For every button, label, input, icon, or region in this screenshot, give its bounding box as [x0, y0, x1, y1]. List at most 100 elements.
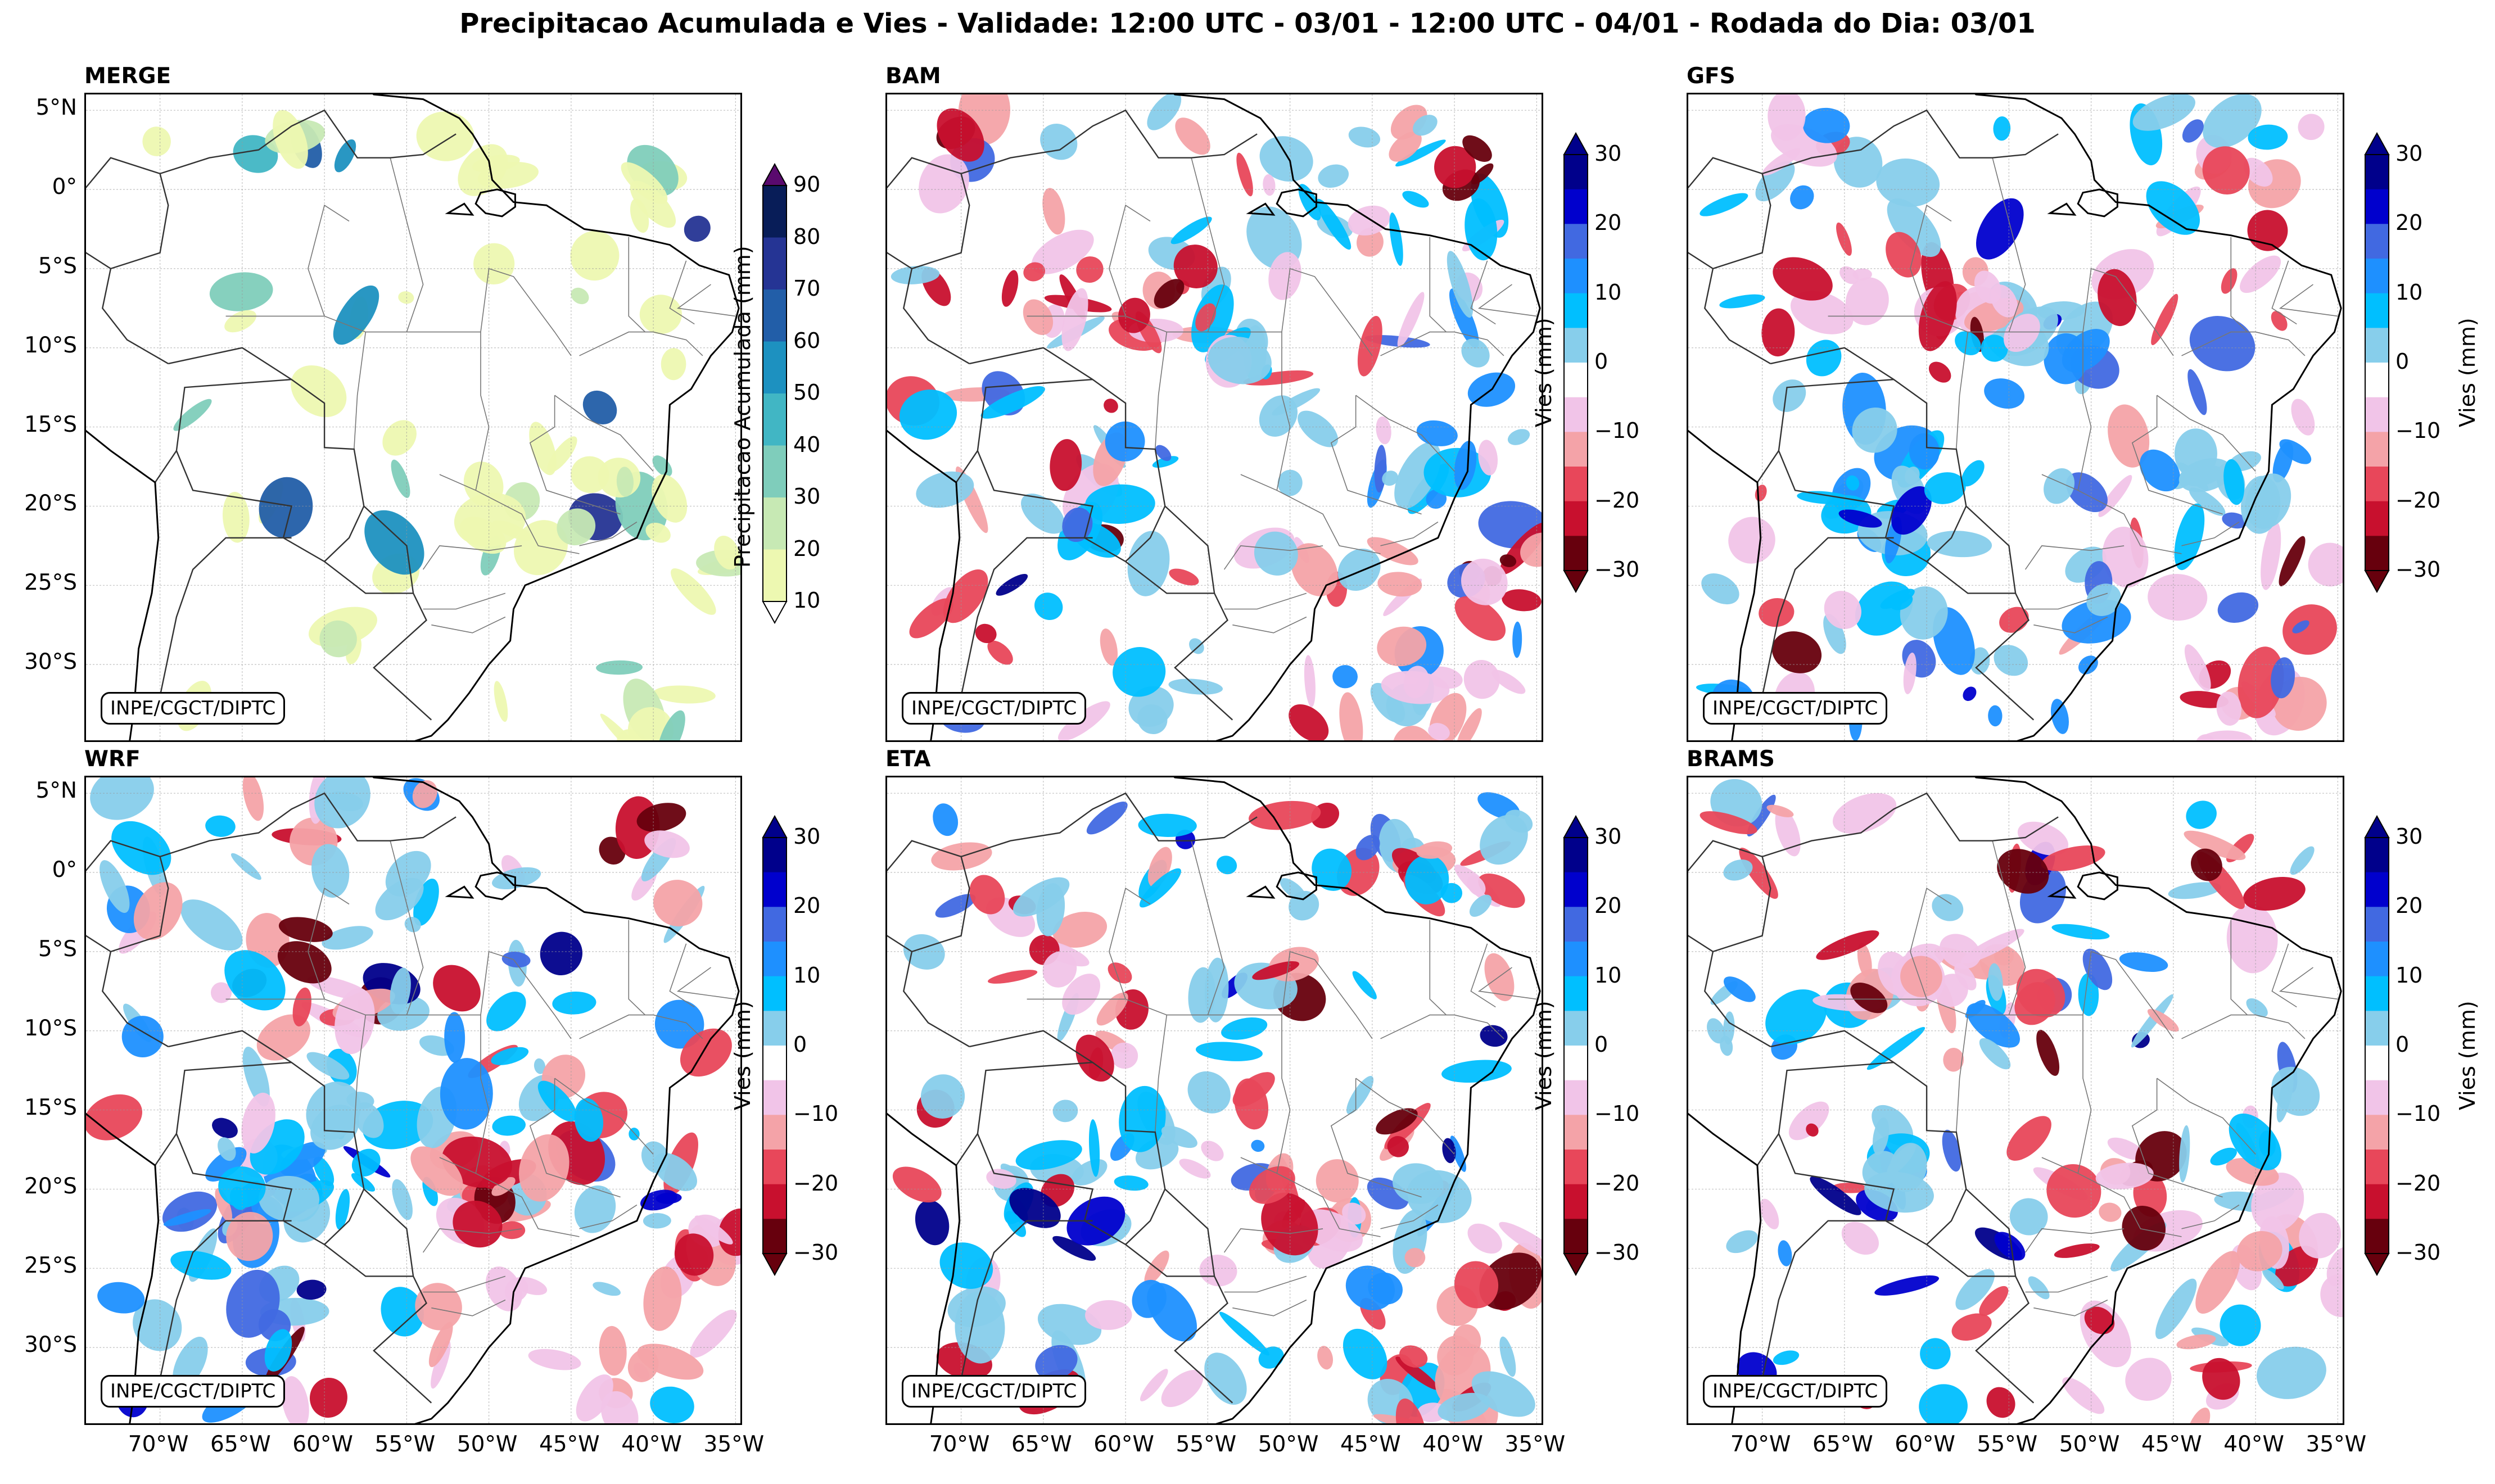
state-border: [1330, 1078, 1422, 1198]
field-cell: [1249, 800, 1321, 830]
map-canvas: [1688, 94, 2343, 740]
coastline-west: [887, 429, 961, 740]
lon-tick-label: 55°W: [1176, 1432, 1237, 1457]
field-cell: [1719, 294, 1765, 309]
field-cell: [2147, 1008, 2179, 1032]
field-cell: [1175, 117, 1210, 155]
field-cell: [1788, 1101, 1829, 1141]
field-cell: [1189, 638, 1204, 654]
field-cell: [2036, 1030, 2060, 1076]
coastline: [1974, 777, 2342, 1423]
state-border: [676, 967, 736, 1000]
state-border: [1223, 545, 1323, 570]
field-cell: [1272, 388, 1321, 416]
field-cell: [2202, 146, 2250, 194]
field-cell: [1382, 470, 1399, 486]
field-cell: [1836, 222, 1852, 256]
field-cell: [570, 230, 620, 281]
lat-tick-label: 30°S: [24, 649, 77, 675]
field-cell: [1976, 198, 2024, 260]
field-cell: [915, 1200, 950, 1246]
colorbar-segment: [2365, 1115, 2389, 1150]
colorbar-segment: [2365, 907, 2389, 942]
precip-field: [892, 792, 1542, 1423]
field-cell: [1370, 682, 1405, 723]
field-cell: [1967, 1003, 2020, 1048]
field-cell: [1480, 1025, 1508, 1047]
island-outline: [1276, 188, 1317, 218]
field-cell: [1864, 1171, 1934, 1213]
state-border: [439, 1157, 580, 1237]
colorbar: [1563, 132, 1589, 593]
island-outline: [2047, 885, 2077, 899]
field-cell: [593, 1282, 621, 1296]
field-cell: [1502, 589, 1542, 612]
colorbar-segment: [2365, 976, 2389, 1011]
field-cell: [215, 1188, 232, 1223]
field-cell: [643, 1213, 671, 1229]
country-border: [960, 1220, 1093, 1379]
field-cell: [1909, 433, 1940, 470]
colorbar-tick-label: 20: [1594, 893, 1622, 919]
field-cell: [1389, 212, 1403, 266]
field-cell: [1467, 1223, 1502, 1254]
field-cell: [2299, 1212, 2342, 1259]
field-cell: [616, 467, 634, 497]
colorbar-segment: [763, 497, 787, 550]
field-cell: [2132, 94, 2195, 131]
colorbar-extend-min: [762, 601, 788, 624]
colorbar-tick-label: 90: [793, 172, 821, 197]
field-cell: [494, 681, 508, 722]
lat-tick-label: 5°N: [35, 95, 78, 121]
colorbar-tick-label: 50: [793, 380, 821, 405]
state-border: [390, 840, 424, 1015]
field-cell: [2041, 845, 2105, 871]
field-cell: [1988, 705, 2003, 727]
state-border: [2025, 592, 2108, 610]
field-cell: [444, 1012, 465, 1063]
field-cell: [2078, 655, 2098, 675]
credit-label: INPE/CGCT/DIPTC: [101, 692, 286, 725]
colorbar-tick-label: 30: [2395, 141, 2423, 166]
field-cell: [1001, 270, 1019, 307]
field-cell: [1988, 963, 2003, 1001]
country-border: [324, 1188, 365, 1245]
field-cell: [1249, 1166, 1295, 1204]
colorbar-tick-label: −30: [2395, 557, 2441, 582]
field-cell: [1963, 686, 1977, 701]
field-cell: [1478, 440, 1498, 476]
state-border: [2181, 331, 2306, 356]
field-cell: [1042, 951, 1077, 988]
state-border: [2181, 1014, 2306, 1039]
field-cell: [2131, 994, 2173, 1048]
field-cell: [1816, 930, 1879, 960]
field-cell: [671, 568, 716, 615]
field-cell: [1381, 671, 1450, 704]
state-border: [354, 1015, 367, 1133]
colorbar-segment: [763, 1219, 787, 1254]
field-cell: [2195, 1251, 2240, 1314]
field-cell: [1034, 592, 1063, 620]
field-cell: [1042, 188, 1065, 235]
field-cell: [1355, 835, 1380, 861]
colorbar-label: Vies (mm): [730, 1001, 755, 1110]
colorbar-tick-label: −10: [1594, 418, 1640, 444]
credit-label: INPE/CGCT/DIPTC: [1703, 1375, 1888, 1408]
state-border: [422, 545, 522, 570]
state-border: [2077, 1015, 2092, 1174]
lon-tick-label: 40°W: [1422, 1432, 1483, 1457]
field-cell: [1076, 256, 1104, 283]
state-border: [1224, 1275, 1307, 1293]
precip-field: [1700, 779, 2343, 1423]
field-cell: [2216, 691, 2242, 726]
country-border: [154, 450, 177, 483]
state-border: [2041, 474, 2182, 554]
state-border: [1191, 840, 1225, 1015]
field-cell: [354, 1102, 384, 1138]
lon-tick-label: 60°W: [292, 1432, 353, 1457]
colorbar-segment: [1564, 501, 1588, 536]
colorbar-segment: [2365, 189, 2389, 224]
field-cell: [892, 1166, 942, 1203]
field-cell: [643, 1266, 682, 1331]
field-cell: [491, 1177, 516, 1196]
